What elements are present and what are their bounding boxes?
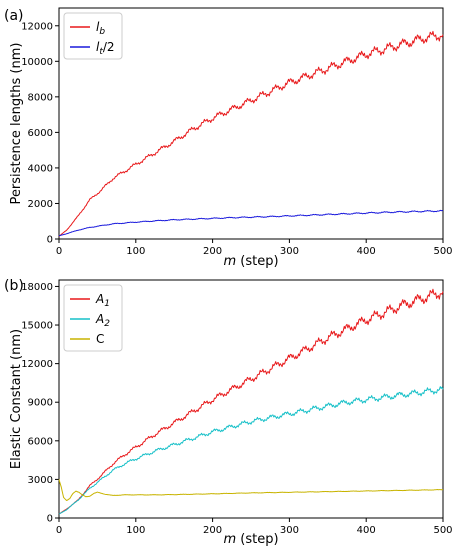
x-tick-label: 400 xyxy=(357,525,376,536)
axis-ticks: 0 100 200 300 400 500 0 3000 6000 9000 12000 15000 1… xyxy=(21,282,452,536)
y-tick-label: 12000 xyxy=(21,359,53,370)
plot-frame xyxy=(58,279,444,519)
y-tick-label: 6000 xyxy=(28,436,53,447)
y-tick-label: 2000 xyxy=(28,199,53,210)
x-axis-label: m (step) xyxy=(223,532,278,547)
series-line-0 xyxy=(58,30,444,237)
legend-label: lt/2 xyxy=(96,40,115,57)
x-tick-label: 300 xyxy=(280,246,299,257)
legend-label: A1 xyxy=(95,292,110,309)
y-tick-label: 3000 xyxy=(28,475,53,486)
series-line-2 xyxy=(58,479,444,502)
series-lines xyxy=(58,30,444,237)
y-tick-label: 4000 xyxy=(28,163,53,174)
y-tick-label: 6000 xyxy=(28,128,53,139)
legend: A1 A2 C xyxy=(63,284,123,352)
x-tick-label: 500 xyxy=(433,525,452,536)
legend-label: lb xyxy=(96,20,105,37)
x-tick-label: 0 xyxy=(56,246,62,257)
y-axis-label: Elastic Constant (nm) xyxy=(9,329,24,469)
panel-a: (a) 0 100 200 300 400 500 0 2000 4000 6000 8000 100… xyxy=(4,7,453,269)
panel-label: (a) xyxy=(4,8,24,24)
series-line-0 xyxy=(58,288,444,515)
x-tick-label: 200 xyxy=(203,525,222,536)
x-tick-label: 100 xyxy=(126,246,145,257)
plot-frame xyxy=(58,7,444,240)
series-line-1 xyxy=(58,209,444,237)
x-axis-label: m (step) xyxy=(223,254,278,269)
x-tick-label: 100 xyxy=(126,525,145,536)
x-tick-label: 200 xyxy=(203,246,222,257)
series-line-1 xyxy=(58,386,444,515)
legend: lb lt/2 xyxy=(63,12,123,60)
y-tick-label: 9000 xyxy=(28,398,53,409)
legend-box xyxy=(63,284,123,352)
legend-label: C xyxy=(96,332,104,346)
y-tick-label: 18000 xyxy=(21,282,53,293)
x-tick-label: 500 xyxy=(433,246,452,257)
x-tick-label: 400 xyxy=(357,246,376,257)
x-tick-label: 300 xyxy=(280,525,299,536)
panel-label: (b) xyxy=(4,278,24,294)
y-tick-label: 12000 xyxy=(21,21,53,32)
y-axis-label: Persistence lengths (nm) xyxy=(9,43,24,205)
x-tick-label: 0 xyxy=(56,525,62,536)
series-lines xyxy=(58,288,444,515)
y-tick-label: 0 xyxy=(47,514,53,525)
y-tick-label: 8000 xyxy=(28,92,53,103)
axis-ticks: 0 100 200 300 400 500 0 2000 4000 6000 8000 10000 12… xyxy=(21,21,452,257)
legend-label: A2 xyxy=(95,312,110,329)
y-tick-label: 15000 xyxy=(21,321,53,332)
y-tick-label: 10000 xyxy=(21,57,53,68)
panel-b: (b) 0 100 200 300 400 500 0 3000 6000 9000 12000 15… xyxy=(4,278,453,547)
y-tick-label: 0 xyxy=(47,235,53,246)
